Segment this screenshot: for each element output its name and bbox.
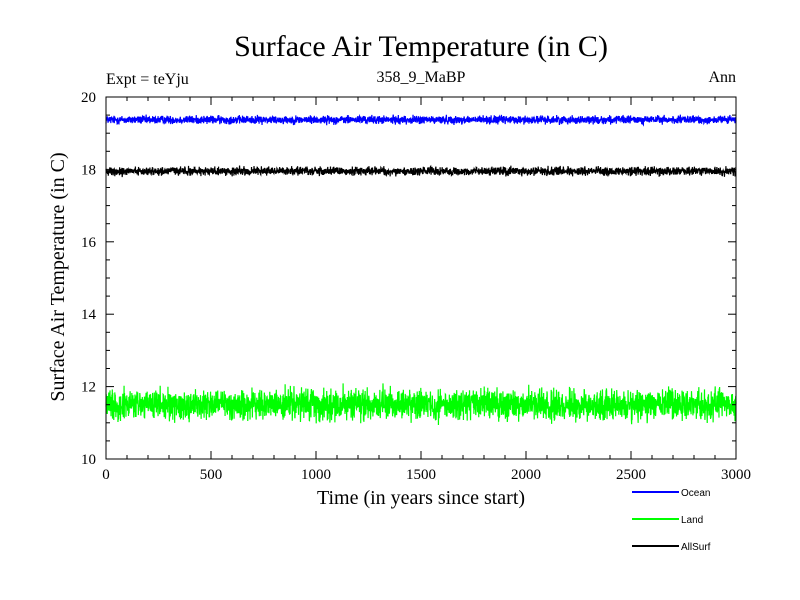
x-axis-label: Time (in years since start) — [317, 487, 525, 509]
x-tick-label: 3000 — [721, 467, 751, 483]
x-tick-label: 500 — [200, 467, 223, 483]
x-tick-label: 1000 — [301, 467, 331, 483]
series-line-land — [105, 383, 737, 425]
x-tick-label: 1500 — [406, 467, 436, 483]
legend: Ocean Land AllSurf — [632, 488, 711, 553]
legend-label-ocean: Ocean — [681, 488, 710, 499]
legend-label-land: Land — [681, 515, 703, 526]
y-tick-label: 10 — [81, 452, 96, 468]
chart-title: Surface Air Temperature (in C) — [234, 30, 608, 63]
season-label: Ann — [708, 69, 736, 86]
y-axis-label: Surface Air Temperature (in C) — [47, 152, 69, 401]
tick-labels-group: 0 500 1000 1500 2000 2500 3000 10 12 14 16 18 20 — [81, 90, 751, 483]
y-tick-label: 20 — [81, 90, 96, 106]
x-tick-label: 2000 — [511, 467, 541, 483]
period-label: 358_9_MaBP — [377, 69, 466, 86]
x-tick-label: 0 — [102, 467, 110, 483]
series-line-ocean — [105, 113, 737, 127]
x-tick-label: 2500 — [616, 467, 646, 483]
y-tick-label: 18 — [81, 162, 96, 178]
series-line-allsurf — [105, 164, 737, 178]
plot-frame — [105, 96, 737, 460]
y-tick-label: 14 — [81, 307, 97, 323]
series-group — [105, 113, 737, 425]
y-tick-label: 16 — [81, 235, 97, 251]
legend-label-allsurf: AllSurf — [681, 542, 711, 553]
experiment-label: Expt = teYju — [106, 71, 189, 88]
y-tick-label: 12 — [81, 380, 96, 396]
